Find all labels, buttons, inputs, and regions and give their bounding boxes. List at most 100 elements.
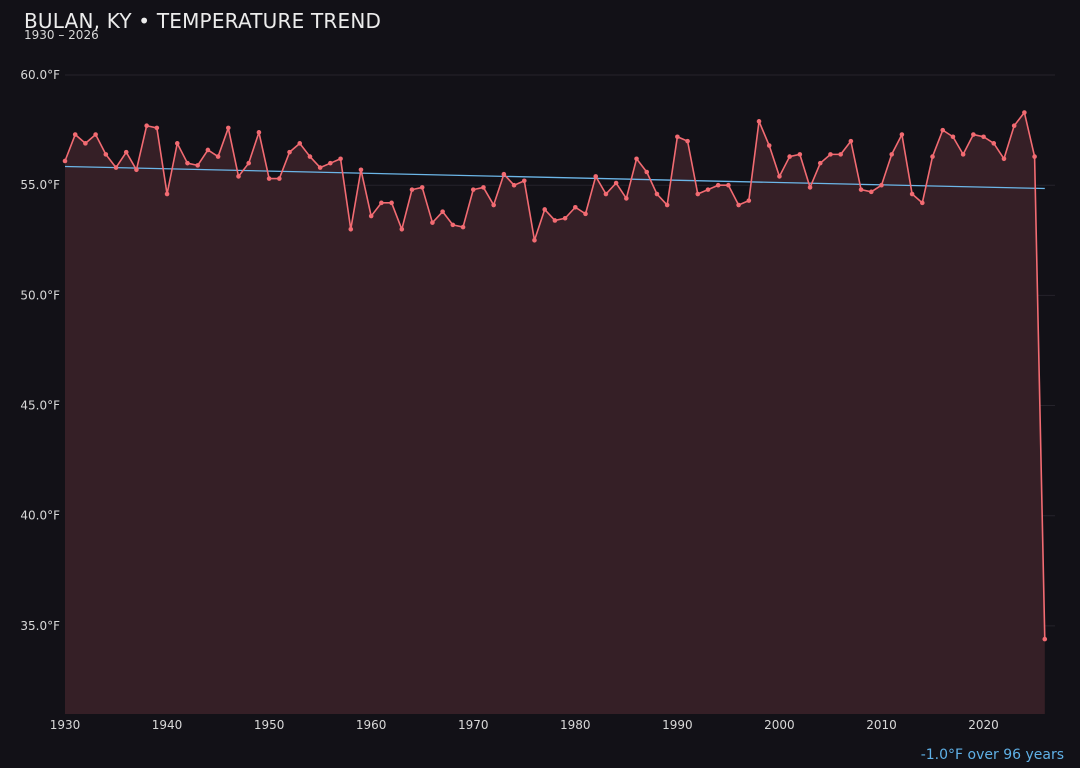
y-tick-label: 55.0°F xyxy=(20,178,60,192)
data-point xyxy=(460,224,466,230)
data-point xyxy=(440,209,445,214)
data-point xyxy=(297,141,303,146)
data-point xyxy=(246,160,252,166)
x-tick-label: 1930 xyxy=(50,718,81,732)
data-point xyxy=(675,134,680,140)
data-point xyxy=(277,176,282,181)
axis-layer: 35.0°F 40.0°F 45.0°F 50.0°F 55.0°F 60.0°F 1930… xyxy=(20,68,998,732)
data-point xyxy=(287,149,292,155)
data-point xyxy=(726,182,731,188)
data-point xyxy=(307,154,313,159)
data-point xyxy=(777,174,782,179)
data-point xyxy=(470,187,476,192)
data-point xyxy=(817,160,823,166)
data-point xyxy=(1001,156,1007,162)
data-point xyxy=(389,200,394,206)
data-point xyxy=(848,138,854,144)
data-point xyxy=(930,154,935,159)
data-point xyxy=(552,218,558,223)
data-point xyxy=(909,191,915,197)
points-layer xyxy=(62,110,1048,642)
data-point xyxy=(348,226,354,232)
data-point xyxy=(603,191,609,197)
data-point xyxy=(920,200,925,206)
data-point xyxy=(715,182,721,188)
data-point xyxy=(981,134,986,140)
x-tick-label: 1950 xyxy=(254,718,285,732)
data-point xyxy=(409,187,415,192)
data-point xyxy=(266,176,272,181)
y-tick-label: 60.0°F xyxy=(20,68,60,82)
data-point xyxy=(991,141,997,146)
y-tick-label: 40.0°F xyxy=(20,509,60,523)
data-point xyxy=(215,154,221,159)
data-point xyxy=(236,174,241,179)
data-point xyxy=(72,132,78,137)
data-point xyxy=(256,130,262,135)
data-point xyxy=(123,149,129,155)
data-point xyxy=(879,182,884,188)
data-point xyxy=(83,141,88,146)
data-point xyxy=(685,138,690,144)
data-point xyxy=(828,152,833,157)
x-tick-label: 2010 xyxy=(866,718,897,732)
x-tick-label: 1940 xyxy=(152,718,183,732)
data-point xyxy=(971,132,976,137)
y-tick-label: 35.0°F xyxy=(20,619,60,633)
data-point xyxy=(144,123,149,129)
data-point xyxy=(654,191,660,197)
data-point xyxy=(644,169,650,175)
data-point xyxy=(481,185,486,190)
data-point xyxy=(174,141,180,146)
x-tick-label: 2020 xyxy=(968,718,999,732)
data-point xyxy=(695,191,701,197)
data-point xyxy=(960,152,966,157)
data-point xyxy=(195,163,200,168)
x-tick-label: 2000 xyxy=(764,718,795,732)
data-point xyxy=(225,125,231,131)
data-point xyxy=(501,171,507,177)
chart-subtitle: 1930 – 2026 xyxy=(24,28,99,42)
data-point xyxy=(940,127,946,133)
y-tick-label: 50.0°F xyxy=(20,288,60,302)
data-point xyxy=(399,226,405,232)
data-point xyxy=(705,187,711,192)
y-tick-label: 45.0°F xyxy=(20,399,60,413)
data-point xyxy=(328,160,333,166)
data-point xyxy=(521,178,527,184)
data-point xyxy=(664,202,670,208)
data-point xyxy=(338,156,343,162)
data-point xyxy=(899,132,905,137)
data-point xyxy=(134,167,139,173)
data-point xyxy=(593,174,599,179)
data-point xyxy=(1042,636,1048,642)
data-point xyxy=(889,152,895,157)
data-point xyxy=(379,200,384,206)
data-point xyxy=(317,165,323,170)
data-point xyxy=(746,198,752,203)
data-point xyxy=(103,152,109,157)
data-point xyxy=(624,196,629,201)
data-point xyxy=(736,202,741,208)
x-tick-label: 1970 xyxy=(458,718,489,732)
data-point xyxy=(868,189,874,195)
data-point xyxy=(205,147,211,153)
data-point xyxy=(807,185,813,190)
area-layer xyxy=(65,112,1045,714)
data-point xyxy=(430,220,435,225)
data-point xyxy=(164,191,170,197)
data-point xyxy=(511,182,517,188)
data-point xyxy=(532,237,537,243)
data-point xyxy=(797,152,803,157)
data-point xyxy=(1022,110,1027,115)
x-tick-label: 1990 xyxy=(662,718,693,732)
data-point xyxy=(787,154,792,159)
data-point xyxy=(491,202,496,208)
data-point xyxy=(766,143,772,148)
x-tick-label: 1980 xyxy=(560,718,591,732)
x-tick-label: 1960 xyxy=(356,718,387,732)
data-point xyxy=(950,134,956,140)
chart-title: BULAN, KY • TEMPERATURE TREND xyxy=(24,9,382,33)
data-point xyxy=(93,132,98,137)
